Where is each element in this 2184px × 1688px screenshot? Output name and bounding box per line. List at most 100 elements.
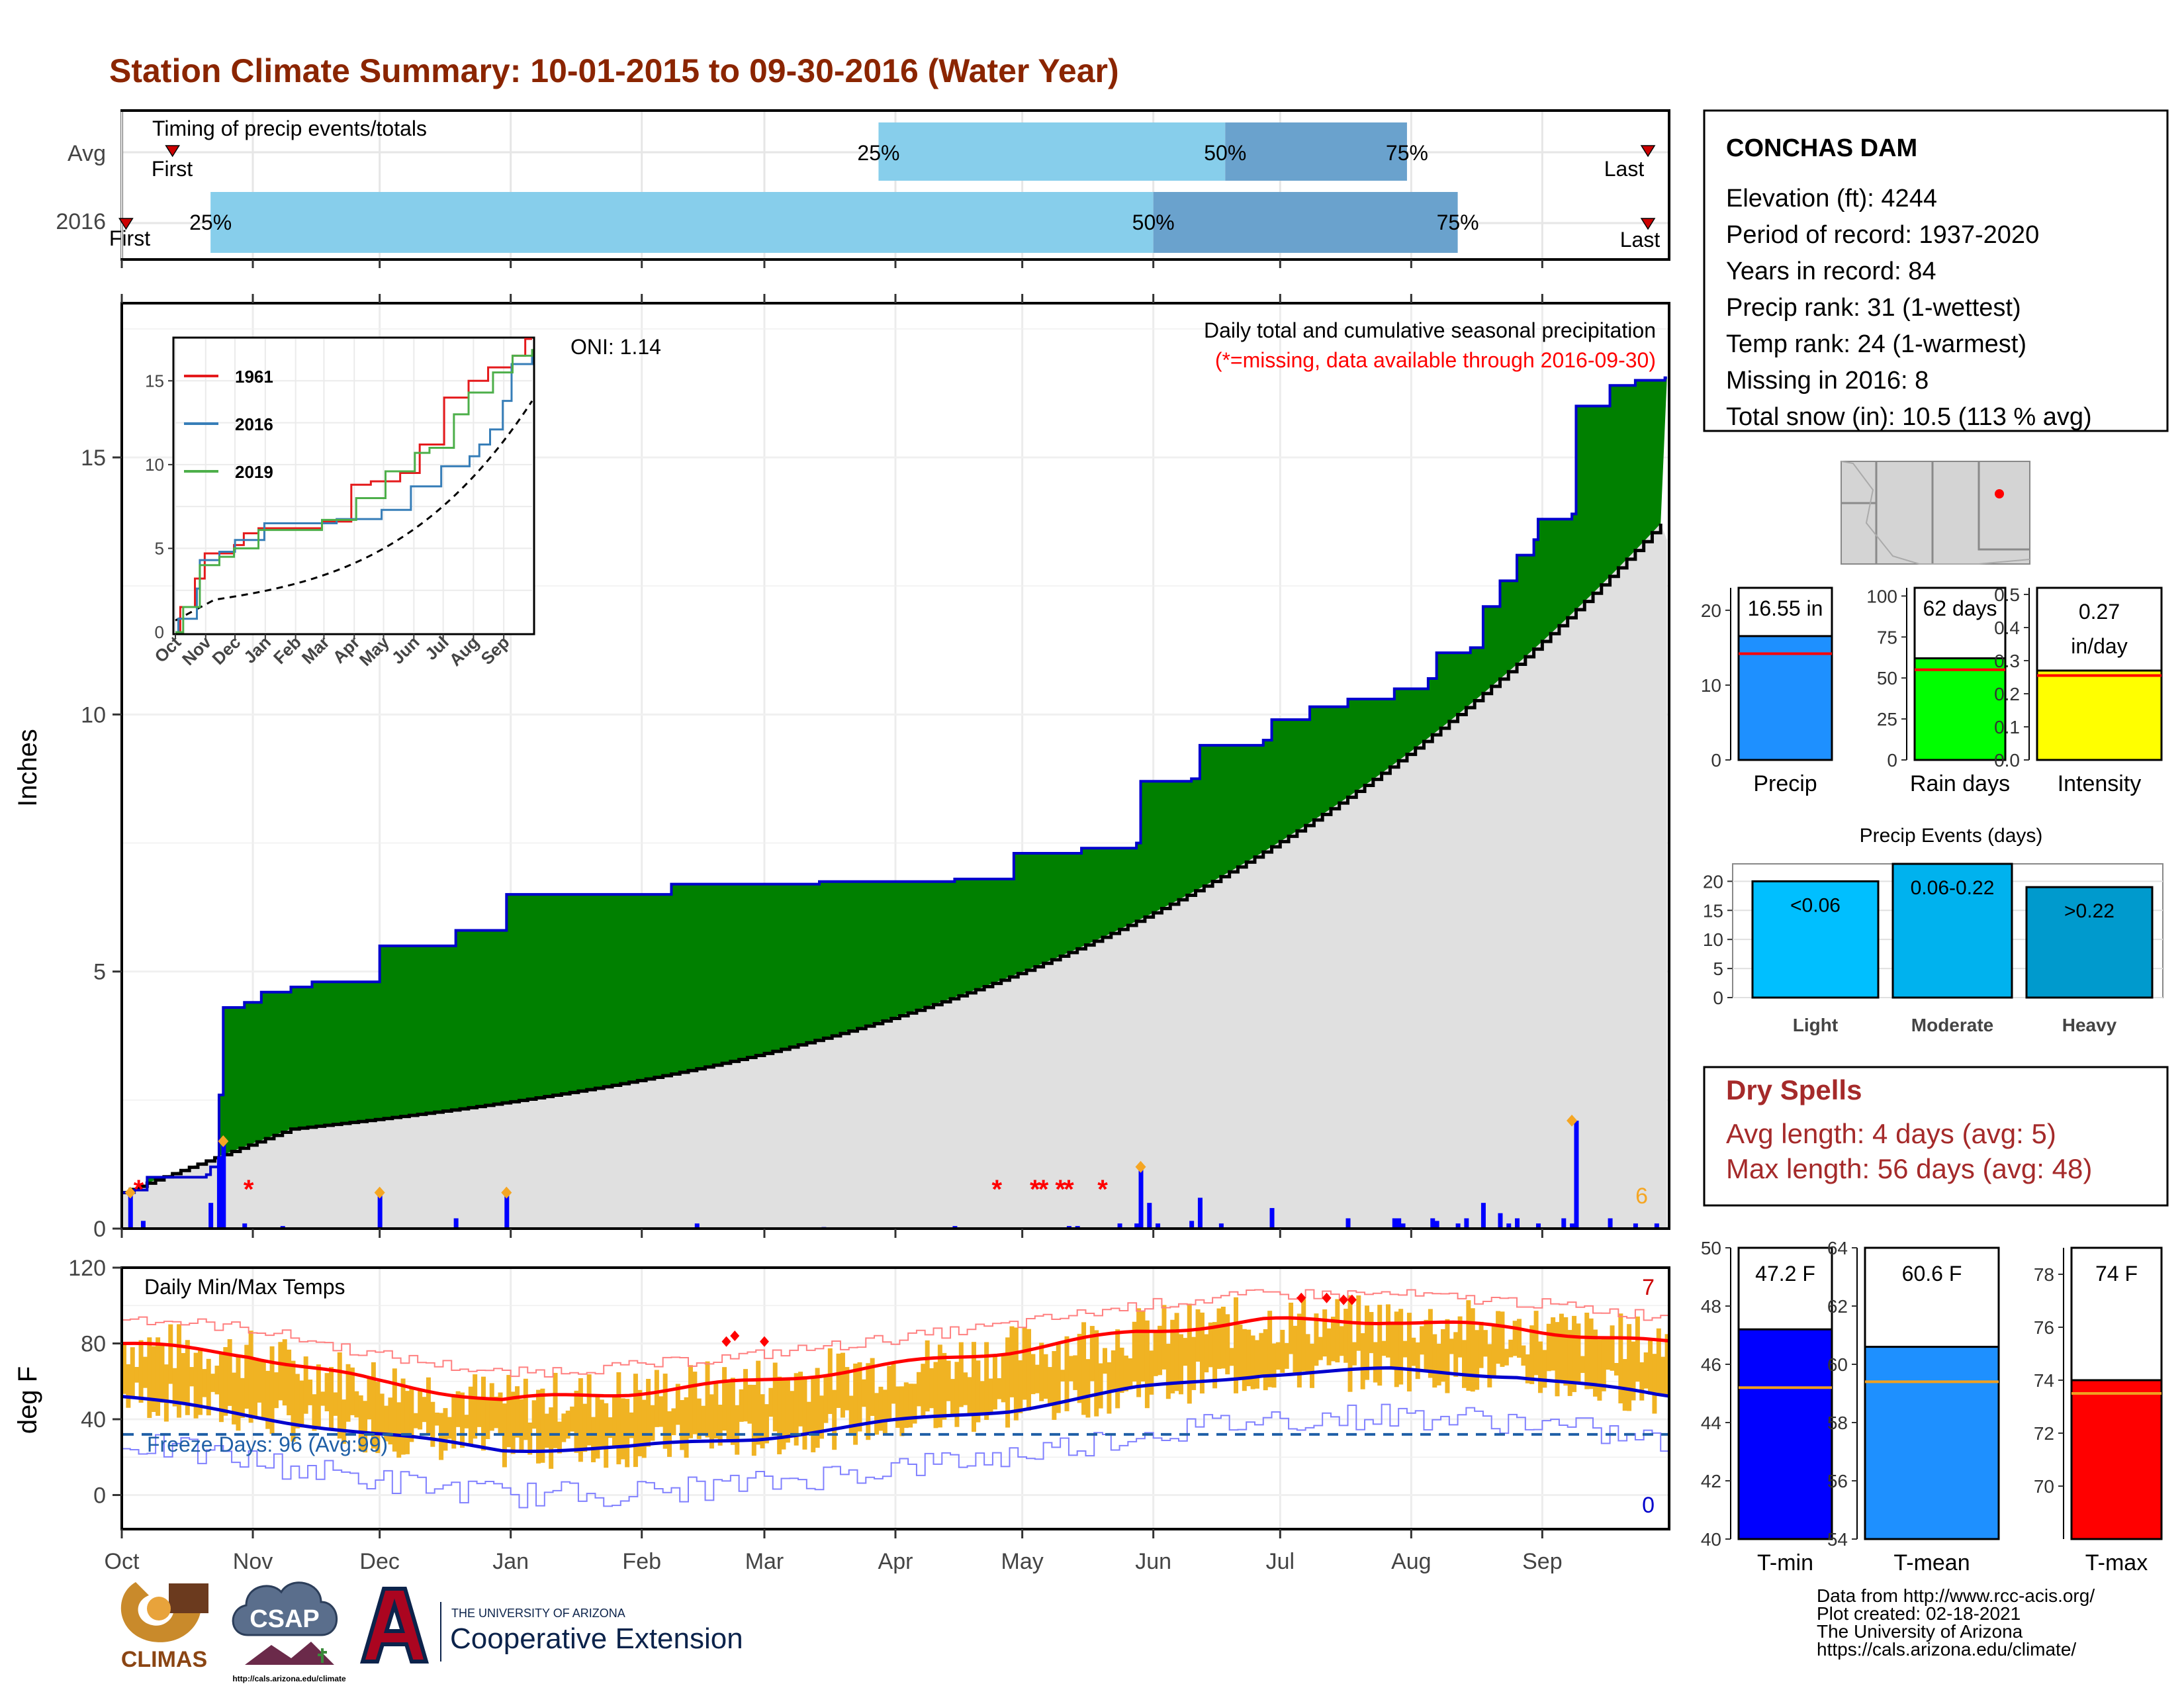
temp-daily-bar: [227, 1339, 232, 1406]
temp-daily-bar: [480, 1376, 486, 1451]
temp-daily-bar: [891, 1364, 896, 1404]
temp-daily-bar: [1284, 1342, 1289, 1369]
stat-ytick-label: 0: [1887, 750, 1897, 771]
temp-daily-bar: [1576, 1323, 1581, 1383]
climas-logo-swirl: [120, 1582, 201, 1642]
credit-line-3: The University of Arizona: [1817, 1621, 2023, 1642]
temp-daily-bar: [1043, 1354, 1048, 1399]
ua-logo-a-mark: [360, 1587, 429, 1664]
temp-daily-bar: [308, 1380, 313, 1405]
temp-daily-bar: [1208, 1322, 1213, 1368]
temp-xtick-label: Sep: [1522, 1549, 1563, 1574]
temp-daily-bar: [739, 1389, 744, 1422]
precip-snow-marker: [374, 1186, 385, 1199]
temp-daily-bar: [375, 1382, 381, 1454]
temp-record-marker: [1339, 1294, 1349, 1305]
temp-daily-bar: [1593, 1329, 1598, 1397]
temp-ylabel: deg F: [13, 1366, 42, 1434]
temp-daily-bar: [726, 1382, 731, 1440]
temp-daily-bar: [1631, 1341, 1636, 1401]
timing-pct-label: 75%: [1437, 211, 1479, 234]
temp-daily-bar: [903, 1382, 909, 1429]
temp-daily-bar: [404, 1391, 410, 1454]
temp-daily-bar: [1089, 1326, 1095, 1382]
temp-daily-bar: [882, 1389, 887, 1434]
temp-daily-bar: [151, 1346, 156, 1412]
temp-xtick-label: Apr: [878, 1549, 913, 1574]
station-line-temp-rank: Temp rank: 24 (1-warmest): [1726, 330, 2026, 358]
temp-daily-bar: [916, 1372, 921, 1407]
precip-daily-bar: [216, 1156, 222, 1229]
dry-spells-frame: [1703, 1066, 2169, 1207]
temp-daily-bar: [1289, 1302, 1294, 1354]
events-ytick-label: 15: [1703, 900, 1723, 921]
temp-daily-bar: [1310, 1343, 1315, 1388]
precip-title: Daily total and cumulative seasonal prec…: [1204, 318, 1656, 342]
ua-logo-big-text: Cooperative Extension: [450, 1622, 743, 1655]
temp-record-marker: [759, 1336, 769, 1347]
timing-bar-50-75: [1153, 192, 1458, 253]
temp-daily-bar: [1559, 1313, 1564, 1382]
precip-daily-bar: [1392, 1218, 1397, 1229]
temp-daily-bar: [1441, 1329, 1446, 1382]
temp-daily-bar: [494, 1396, 499, 1429]
temp-daily-bar: [244, 1344, 250, 1409]
temp-daily-bar: [730, 1378, 735, 1445]
precip-daily-bar: [1345, 1218, 1351, 1229]
temp-daily-bar: [1153, 1330, 1158, 1376]
temp-daily-bar: [1330, 1317, 1336, 1362]
temp-daily-bar: [1432, 1334, 1437, 1388]
temp-daily-bar: [320, 1391, 326, 1406]
temp-daily-bar: [434, 1412, 439, 1426]
precip-daily-bar: [1464, 1218, 1469, 1229]
precip-daily-bar: [1156, 1223, 1161, 1229]
station-line-period: Period of record: 1937-2020: [1726, 221, 2039, 249]
inset-legend-label: 2019: [235, 462, 273, 482]
stat-bar-rain-days: [1913, 657, 2007, 761]
precip-corner-count: 6: [1635, 1184, 1648, 1209]
temp-daily-bar: [722, 1367, 727, 1431]
temp-daily-bar: [1263, 1329, 1268, 1391]
temp-daily-bar: [1140, 1311, 1146, 1382]
temp-daily-bar: [861, 1379, 866, 1407]
timing-bars: 25% 50% 75% 25% 50% 75%: [118, 122, 1656, 268]
timing-pct-label: 50%: [1204, 141, 1246, 165]
temp-daily-bar: [1521, 1345, 1526, 1366]
timing-label: Timing of precip events/totals: [152, 117, 427, 140]
precip-daily-bar: [1455, 1223, 1461, 1229]
temp-daily-bar: [878, 1386, 884, 1431]
temp-daily-bar: [1365, 1305, 1370, 1380]
precip-daily-bar: [1269, 1207, 1275, 1229]
temp-daily-bar: [506, 1375, 512, 1448]
temp-daily-bar: [717, 1405, 723, 1446]
temp-daily-bar: [1259, 1333, 1264, 1375]
precip-x-ticks: [120, 294, 1543, 1238]
temp-ytick-label: 0: [93, 1483, 106, 1508]
temp-daily-bar: [1183, 1338, 1188, 1366]
stat-category-label: Rain days: [1910, 771, 2010, 796]
temp-daily-bar: [1301, 1299, 1306, 1372]
temp-daily-bar: [1402, 1340, 1408, 1358]
climas-logo: CLIMAS: [120, 1582, 208, 1672]
temp-daily-bar: [870, 1358, 875, 1416]
temp-daily-bar: [1381, 1340, 1387, 1356]
temp-daily-bar: [544, 1413, 549, 1448]
temp-daily-bar: [485, 1397, 490, 1439]
temp-daily-bar: [942, 1352, 947, 1420]
temp-daily-bar: [396, 1402, 402, 1458]
temp-daily-bar: [1115, 1329, 1120, 1409]
events-ytick-label: 5: [1713, 959, 1723, 979]
precip-events-chart: Precip Events (days) 05101520<0.06Light0…: [1703, 825, 2163, 1035]
events-ytick-label: 10: [1703, 929, 1723, 950]
temp-daily-bar: [976, 1360, 981, 1423]
temp-daily-bar: [963, 1372, 968, 1405]
temp-daily-bar: [756, 1360, 761, 1445]
temp-daily-bar: [295, 1374, 300, 1429]
temp-daily-bar: [303, 1356, 308, 1414]
temp-xtick-label: Jun: [1135, 1549, 1171, 1574]
temp-daily-bar: [616, 1372, 621, 1465]
temp-daily-bar: [1656, 1328, 1661, 1396]
temp-daily-bar: [1250, 1335, 1255, 1389]
precip-daily-bar: [1400, 1223, 1406, 1229]
